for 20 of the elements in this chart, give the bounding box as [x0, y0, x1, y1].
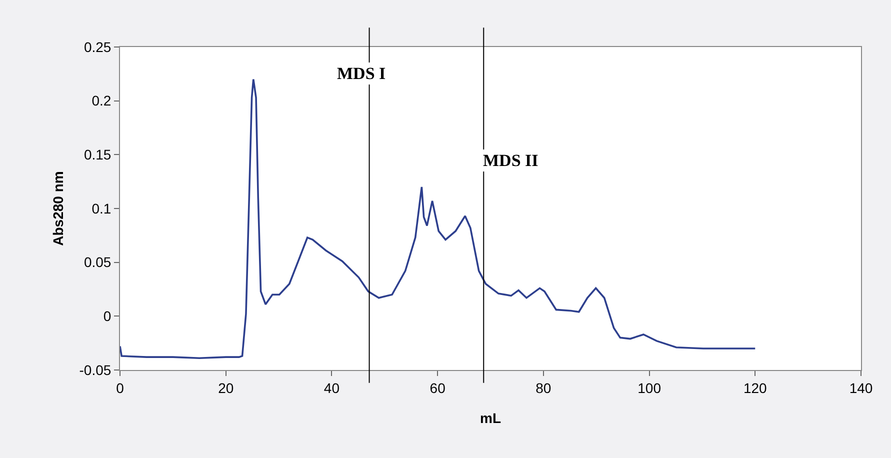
x-tick-label: 40 — [324, 380, 340, 396]
x-tick-label: 140 — [849, 380, 873, 396]
y-tick-label: 0.05 — [84, 254, 112, 270]
y-tick-label: -0.05 — [79, 362, 112, 378]
y-tick-label: 0.15 — [84, 146, 112, 163]
y-axis-title: Abs280 nm — [50, 171, 66, 246]
x-tick-label: 120 — [743, 380, 768, 396]
x-tick-label: 20 — [218, 380, 234, 396]
x-tick-label: 100 — [638, 380, 662, 396]
x-axis-title: mL — [480, 410, 502, 426]
x-tick-label: 60 — [430, 380, 446, 396]
y-tick-label: 0.25 — [84, 38, 112, 55]
x-tick-label: 0 — [116, 380, 124, 396]
y-tick-label: 0.2 — [92, 92, 112, 109]
y-tick-label: 0 — [103, 308, 112, 324]
y-tick-label: 0.1 — [92, 200, 112, 216]
ref-line-label: MDS II — [483, 151, 539, 170]
line-series — [120, 78, 756, 360]
x-tick-label: 80 — [536, 380, 552, 396]
ref-line-label: MDS I — [337, 64, 386, 83]
